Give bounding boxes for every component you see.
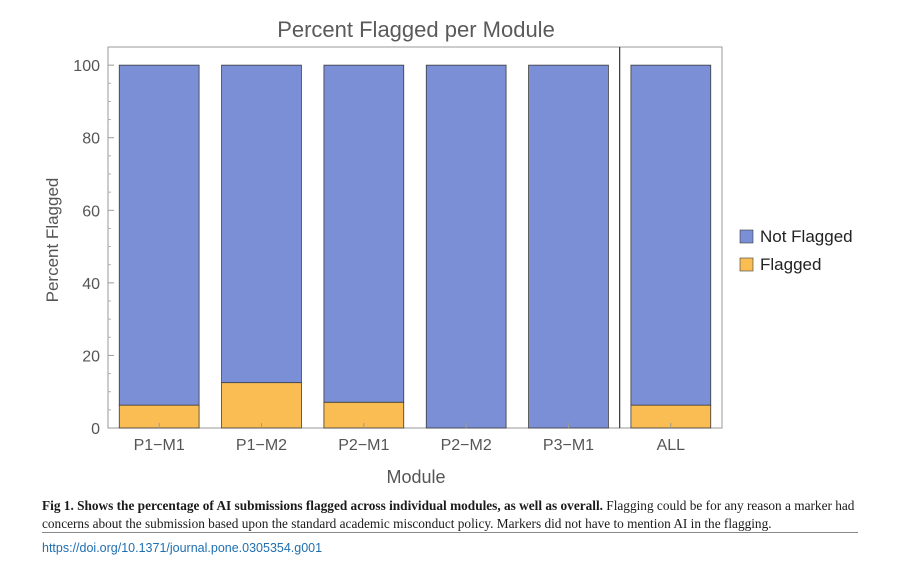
x-tick-label: P3−M1 (543, 437, 594, 454)
x-tick-label: P2−M2 (441, 437, 492, 454)
x-axis: P1−M1 P1−M2 P2−M1 P2−M2 P3−M1 ALL (134, 47, 686, 454)
chart-title: Percent Flagged per Module (277, 17, 555, 42)
x-tick-label: P1−M1 (134, 437, 185, 454)
y-tick-label: 80 (82, 131, 100, 148)
x-tick-label: P1−M2 (236, 437, 287, 454)
bar-not-flagged-4 (528, 64, 609, 429)
legend-label: Not Flagged (760, 227, 853, 246)
y-axis: 0 20 40 60 80 100 (73, 58, 114, 438)
bar-not-flagged-3 (425, 64, 507, 429)
x-tick-label: ALL (657, 437, 686, 454)
legend-label: Flagged (760, 255, 821, 274)
bar-not-flagged-0 (118, 64, 200, 406)
legend: Not Flagged Flagged (739, 227, 853, 274)
y-tick-label: 40 (82, 276, 100, 293)
doi-link[interactable]: https://doi.org/10.1371/journal.pone.030… (42, 541, 323, 555)
x-tick-label: P2−M1 (338, 437, 389, 454)
y-tick-label: 0 (91, 421, 100, 438)
bars-group (118, 64, 712, 429)
bar-not-flagged-5 (630, 64, 712, 406)
figure-caption: Fig 1. Shows the percentage of AI submis… (42, 497, 857, 533)
stacked-bar-chart: Percent Flagged per Module 020406080100 … (43, 17, 853, 487)
bar-not-flagged-2 (323, 64, 405, 403)
caption-divider (42, 532, 858, 533)
plot-frame (107, 46, 723, 429)
bar-flagged-1 (221, 382, 302, 429)
y-axis-label: Percent Flagged (43, 178, 62, 303)
y-tick-label: 100 (73, 58, 100, 75)
caption-text: Flagging could be for any reason a marke… (42, 498, 855, 531)
y-tick-label: 20 (82, 348, 100, 365)
legend-swatch-flagged (739, 257, 754, 272)
bar-not-flagged-1 (221, 64, 302, 384)
caption-label: Fig 1. Shows the percentage of AI submis… (42, 498, 603, 513)
x-axis-label: Module (386, 467, 445, 487)
y-tick-label: 60 (82, 203, 100, 220)
legend-swatch-not-flagged (739, 229, 754, 244)
